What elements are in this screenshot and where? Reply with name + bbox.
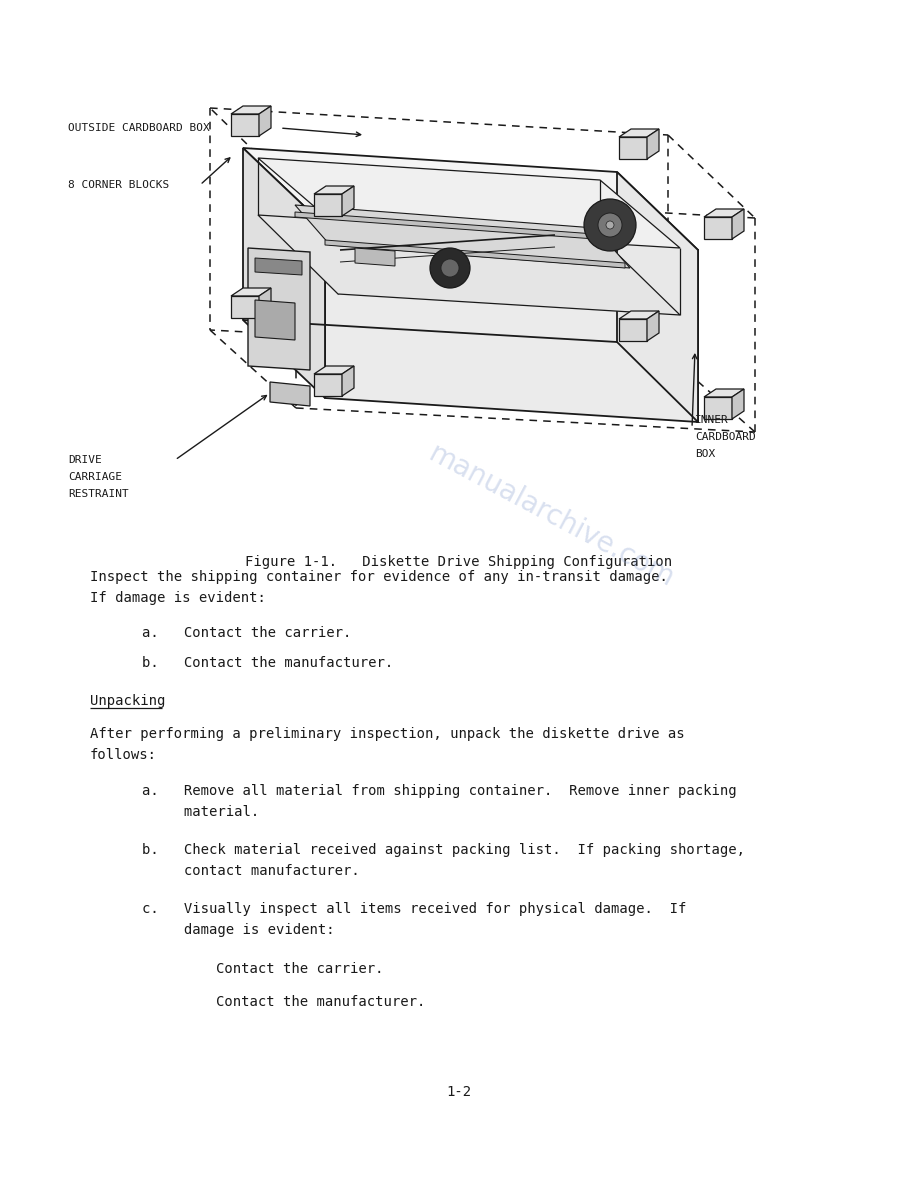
- Polygon shape: [243, 148, 325, 398]
- Polygon shape: [325, 240, 625, 268]
- Polygon shape: [732, 209, 744, 239]
- Text: b.   Contact the manufacturer.: b. Contact the manufacturer.: [142, 656, 394, 670]
- Text: a.   Contact the carrier.: a. Contact the carrier.: [142, 626, 352, 640]
- Text: DRIVE: DRIVE: [68, 455, 102, 465]
- Text: CARRIAGE: CARRIAGE: [68, 472, 122, 482]
- Polygon shape: [617, 172, 698, 422]
- Polygon shape: [255, 301, 295, 340]
- Text: damage is evident:: damage is evident:: [142, 923, 335, 937]
- Polygon shape: [704, 209, 744, 217]
- Circle shape: [584, 200, 636, 251]
- Text: RESTRAINT: RESTRAINT: [68, 489, 129, 499]
- Text: a.   Remove all material from shipping container.  Remove inner packing: a. Remove all material from shipping con…: [142, 784, 737, 798]
- Text: c.   Visually inspect all items received for physical damage.  If: c. Visually inspect all items received f…: [142, 902, 687, 916]
- Polygon shape: [231, 287, 271, 296]
- Polygon shape: [325, 226, 698, 422]
- Text: After performing a preliminary inspection, unpack the diskette drive as: After performing a preliminary inspectio…: [90, 727, 685, 741]
- Text: manualarchive.com: manualarchive.com: [423, 440, 678, 594]
- Circle shape: [441, 259, 459, 277]
- Text: material.: material.: [142, 805, 260, 819]
- Text: b.   Check material received against packing list.  If packing shortage,: b. Check material received against packi…: [142, 843, 745, 857]
- Text: contact manufacturer.: contact manufacturer.: [142, 864, 360, 878]
- Polygon shape: [314, 194, 342, 216]
- Polygon shape: [258, 158, 680, 248]
- Text: Figure 1-1.   Diskette Drive Shipping Configuration: Figure 1-1. Diskette Drive Shipping Conf…: [245, 555, 673, 569]
- Text: 1-2: 1-2: [446, 1085, 472, 1099]
- Circle shape: [606, 221, 614, 229]
- Text: 8 CORNER BLOCKS: 8 CORNER BLOCKS: [68, 181, 169, 190]
- Text: Unpacking: Unpacking: [90, 694, 165, 708]
- Text: If damage is evident:: If damage is evident:: [90, 590, 266, 605]
- Text: INNER: INNER: [695, 415, 729, 425]
- Text: OUTSIDE CARDBOARD BOX: OUTSIDE CARDBOARD BOX: [68, 124, 209, 133]
- Polygon shape: [270, 383, 310, 406]
- Polygon shape: [314, 366, 354, 374]
- Polygon shape: [231, 296, 259, 318]
- Polygon shape: [732, 388, 744, 419]
- Text: follows:: follows:: [90, 748, 157, 762]
- Polygon shape: [259, 287, 271, 318]
- Text: CARDBOARD: CARDBOARD: [695, 432, 756, 442]
- Polygon shape: [231, 114, 259, 135]
- Polygon shape: [259, 106, 271, 135]
- Polygon shape: [314, 187, 354, 194]
- Text: BOX: BOX: [695, 449, 715, 459]
- Polygon shape: [704, 217, 732, 239]
- Polygon shape: [704, 397, 732, 419]
- Text: Contact the manufacturer.: Contact the manufacturer.: [216, 996, 425, 1009]
- Polygon shape: [355, 248, 395, 266]
- Polygon shape: [619, 137, 647, 159]
- Text: Inspect the shipping container for evidence of any in-transit damage.: Inspect the shipping container for evide…: [90, 570, 667, 584]
- Polygon shape: [258, 215, 680, 315]
- Polygon shape: [647, 311, 659, 341]
- Circle shape: [598, 213, 622, 236]
- Polygon shape: [704, 388, 744, 397]
- Polygon shape: [231, 106, 271, 114]
- Polygon shape: [314, 374, 342, 396]
- Polygon shape: [619, 129, 659, 137]
- Circle shape: [430, 248, 470, 287]
- Polygon shape: [619, 311, 659, 320]
- Polygon shape: [342, 366, 354, 396]
- Polygon shape: [255, 258, 302, 274]
- Text: Contact the carrier.: Contact the carrier.: [216, 962, 383, 977]
- Polygon shape: [295, 211, 595, 239]
- Polygon shape: [342, 187, 354, 216]
- Polygon shape: [243, 148, 698, 249]
- Polygon shape: [248, 248, 310, 369]
- Polygon shape: [295, 206, 630, 268]
- Polygon shape: [647, 129, 659, 159]
- Polygon shape: [619, 320, 647, 341]
